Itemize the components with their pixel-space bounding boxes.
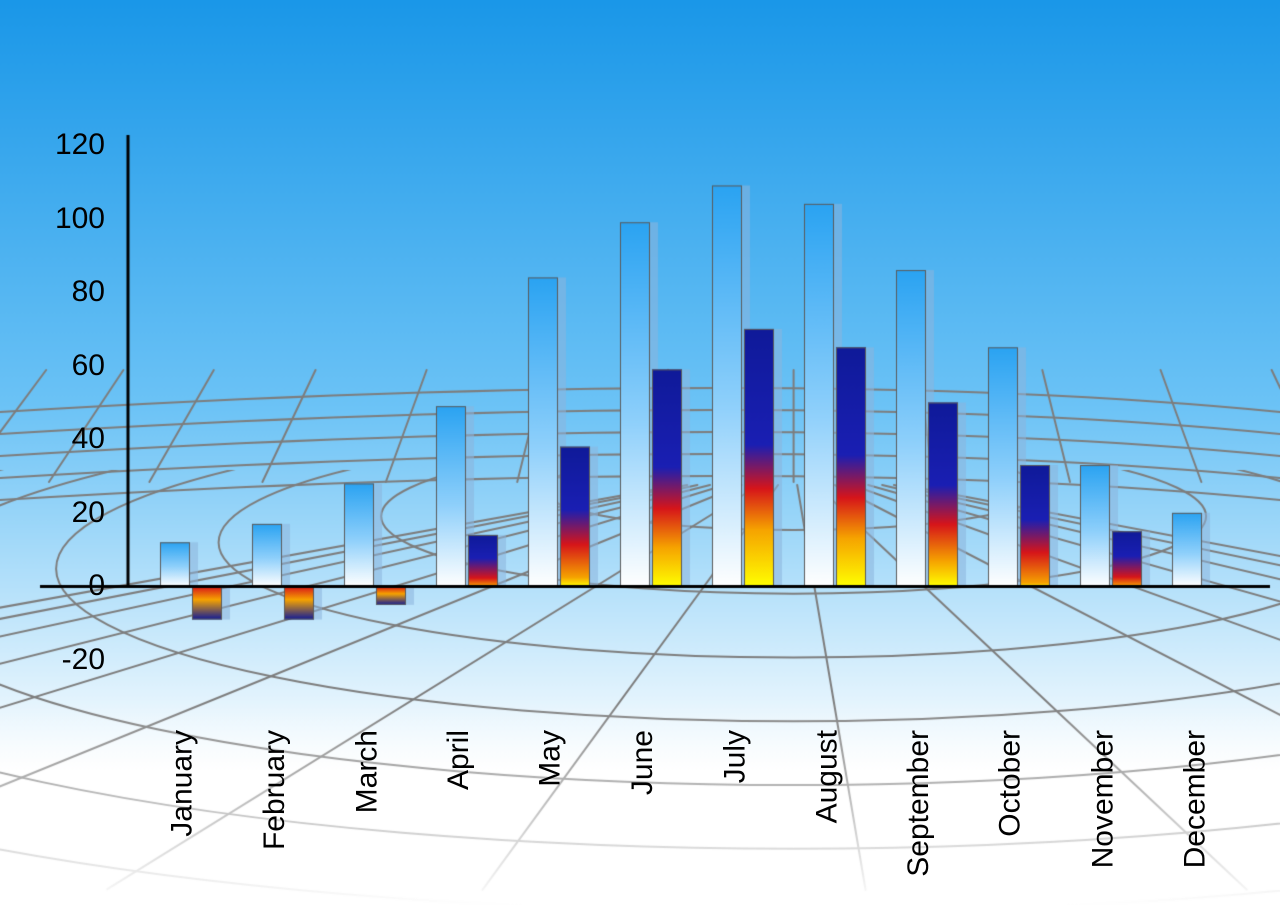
y-tick-label: 60	[72, 349, 105, 383]
y-tick-label: 40	[72, 422, 105, 456]
x-category-label: July	[718, 730, 752, 783]
x-category-label: December	[1178, 730, 1212, 868]
x-category-label: August	[810, 730, 844, 823]
x-category-label: October	[994, 730, 1028, 837]
x-category-label: April	[442, 730, 476, 790]
y-tick-label: 80	[72, 275, 105, 309]
x-category-label: January	[166, 730, 200, 837]
y-tick-label: 100	[55, 202, 105, 236]
chart-stage: -20 0 20 40 60 80 100 120 January February March Ap…	[0, 0, 1280, 905]
x-category-label: June	[626, 730, 660, 795]
y-tick-label: 120	[55, 128, 105, 162]
x-category-label: February	[258, 730, 292, 850]
x-category-label: September	[902, 730, 936, 877]
y-tick-label: 20	[72, 496, 105, 530]
x-category-label: March	[350, 730, 384, 813]
y-tick-label: -20	[62, 643, 105, 677]
y-tick-label: 0	[88, 569, 105, 603]
x-category-label: May	[534, 730, 568, 787]
x-category-label: November	[1086, 730, 1120, 868]
